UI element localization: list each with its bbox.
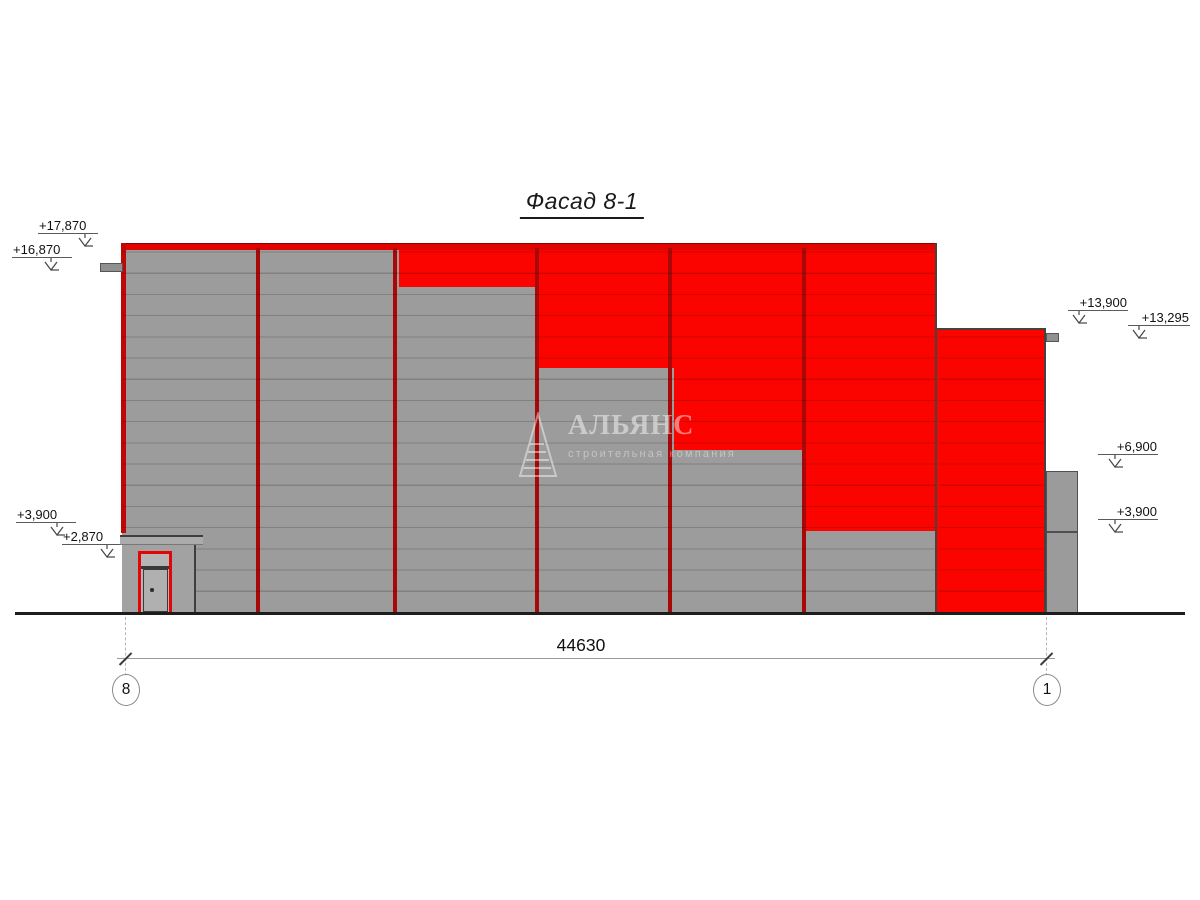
facade-low-section [937,328,1046,613]
door-transom-bar [141,566,169,569]
side-return-wall [1046,471,1078,613]
axis-label: 8 [121,681,131,698]
facade-mullion [256,248,260,613]
left-flashing-tab [100,263,123,272]
elevation-arrow-icon [100,545,115,558]
elevation-label: +16,870 [13,242,61,257]
facade-red-panel-bay6 [806,248,936,531]
elevation-mark-13900: +13,900 [1068,295,1128,324]
elevation-mark-3900-right: +3,900 [1098,504,1158,533]
elevation-mark-3900-left: +3,900 [16,507,76,536]
ground-line [15,611,1185,615]
elevation-arrow-icon [1108,520,1123,533]
facade-red-panel-bay3 [399,248,539,287]
panel-joint-lines-low-section [939,331,1044,613]
axis-label: 1 [1042,681,1052,698]
facade-mullion [668,248,672,613]
elevation-mark-17870: +17,870 [38,218,98,247]
dimension-value: 44630 [536,635,626,656]
facade-red-panel-bay5 [674,248,806,450]
elevation-label: +2,870 [63,529,104,544]
elevation-label: +17,870 [39,218,87,233]
elevation-label: +13,295 [1141,310,1189,325]
elevation-arrow-icon [50,523,65,536]
door-handle-icon [150,588,154,592]
extension-line-axis-8 [124,617,126,676]
elevation-mark-2870: +2,870 [62,529,120,558]
facade-mullion [393,248,397,613]
entrance-canopy [120,535,203,545]
elevation-label: +6,900 [1116,439,1157,454]
elevation-label: +3,900 [1116,504,1157,519]
elevation-arrow-icon [1072,311,1087,324]
elevation-arrow-icon [78,234,93,247]
elevation-label: +3,900 [17,507,58,522]
elevation-mark-16870: +16,870 [12,242,72,271]
facade-mullion [535,248,539,613]
extension-line-axis-1 [1045,617,1047,676]
facade-left-corner-mullion [121,243,126,533]
axis-bubble-1: 1 [1033,674,1061,706]
facade-step-corner-line [934,243,937,613]
elevation-mark-6900: +6,900 [1098,439,1158,468]
facade-parapet-band [122,243,936,250]
door-leaf [142,568,168,612]
elevation-arrow-icon [1108,455,1123,468]
elevation-label: +13,900 [1079,295,1127,310]
panel-joint-lines-main [122,248,935,613]
dimension-line [117,658,1055,659]
elevation-arrow-icon [1132,326,1147,339]
side-return-wall-joint [1046,531,1078,533]
facade-mullion [802,248,806,613]
axis-bubble-8: 8 [112,674,140,706]
drawing-title: Фасад 8-1 [519,188,645,219]
facade-red-panel-bay4 [539,248,674,368]
elevation-mark-13295: +13,295 [1128,310,1190,339]
right-flashing-tab [1046,333,1059,342]
elevation-arrow-icon [44,258,59,271]
